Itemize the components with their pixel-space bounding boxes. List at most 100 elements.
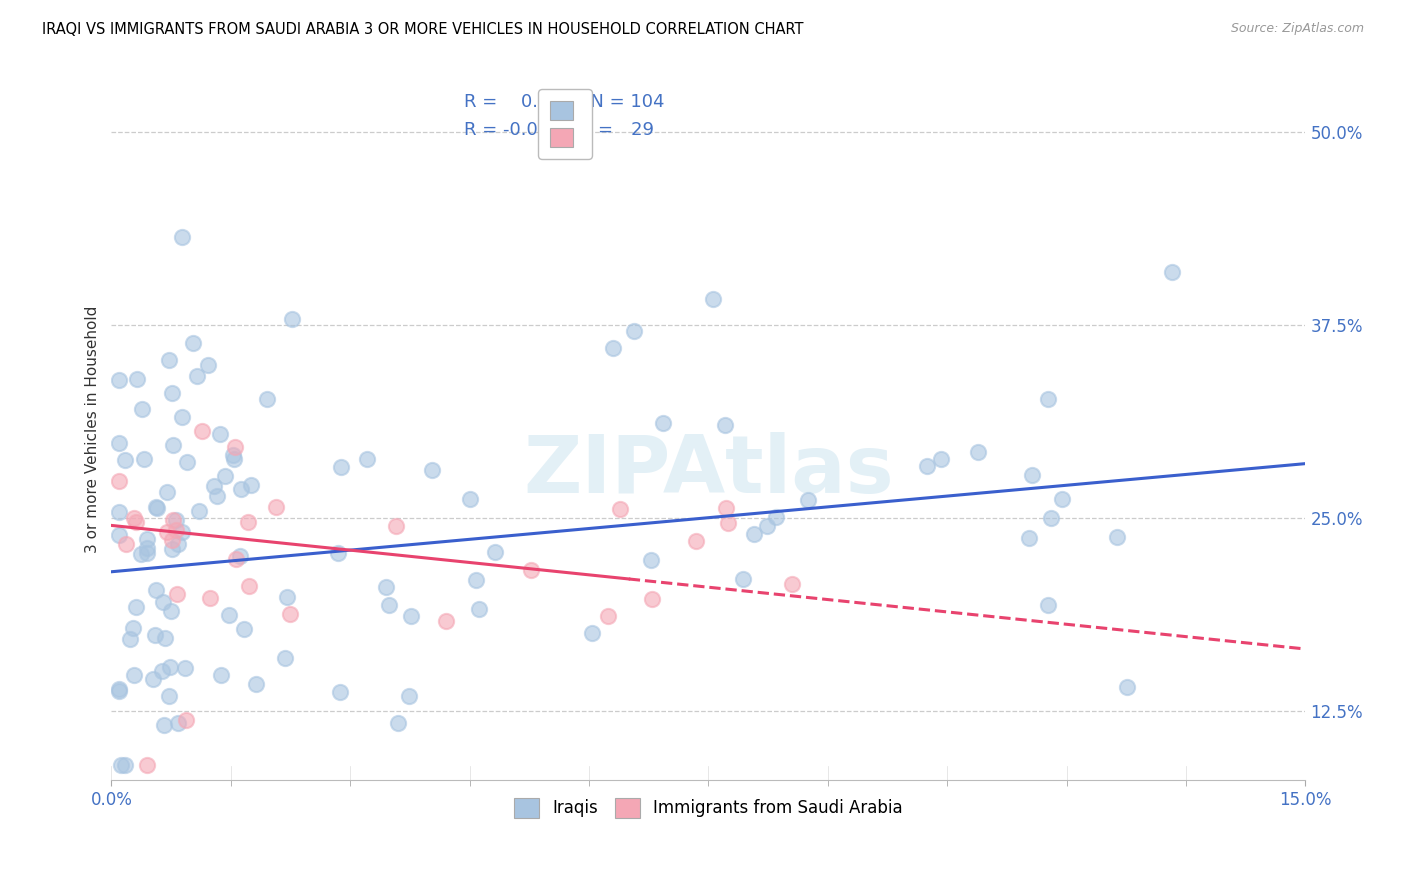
- Point: [434, 615, 457, 629]
- Legend: Iraqis, Immigrants from Saudi Arabia: Iraqis, Immigrants from Saudi Arabia: [508, 791, 910, 825]
- Point: [225, 551, 247, 566]
- Point: [602, 341, 624, 355]
- Point: [165, 513, 187, 527]
- Point: [1036, 392, 1059, 406]
- Point: [387, 716, 409, 731]
- Point: [108, 474, 131, 488]
- Point: [125, 515, 148, 529]
- Point: [135, 532, 157, 546]
- Point: [222, 448, 245, 462]
- Point: [484, 545, 506, 559]
- Point: [162, 438, 184, 452]
- Point: [122, 622, 145, 636]
- Point: [190, 424, 212, 438]
- Point: [153, 631, 176, 645]
- Text: IRAQI VS IMMIGRANTS FROM SAUDI ARABIA 3 OR MORE VEHICLES IN HOUSEHOLD CORRELATIO: IRAQI VS IMMIGRANTS FROM SAUDI ARABIA 3 …: [42, 22, 804, 37]
- Point: [326, 546, 349, 560]
- Point: [276, 590, 298, 604]
- Point: [209, 667, 232, 681]
- Point: [1116, 681, 1139, 695]
- Point: [160, 386, 183, 401]
- Point: [152, 595, 174, 609]
- Point: [145, 583, 167, 598]
- Point: [229, 549, 252, 563]
- Point: [108, 435, 131, 450]
- Point: [238, 579, 260, 593]
- Text: Source: ZipAtlas.com: Source: ZipAtlas.com: [1230, 22, 1364, 36]
- Point: [640, 553, 662, 567]
- Point: [114, 757, 136, 772]
- Point: [166, 715, 188, 730]
- Text: R =  0.152 N = 104: R = 0.152 N = 104: [464, 93, 664, 111]
- Point: [108, 682, 131, 697]
- Point: [165, 523, 187, 537]
- Point: [780, 577, 803, 591]
- Point: [274, 650, 297, 665]
- Point: [142, 673, 165, 687]
- Point: [155, 485, 177, 500]
- Point: [174, 713, 197, 727]
- Point: [280, 312, 302, 326]
- Point: [181, 336, 204, 351]
- Point: [159, 659, 181, 673]
- Point: [468, 602, 491, 616]
- Point: [458, 491, 481, 506]
- Point: [374, 580, 396, 594]
- Point: [160, 533, 183, 547]
- Point: [143, 628, 166, 642]
- Point: [685, 533, 707, 548]
- Point: [623, 324, 645, 338]
- Point: [581, 626, 603, 640]
- Point: [731, 572, 754, 586]
- Point: [159, 604, 181, 618]
- Point: [796, 492, 818, 507]
- Point: [198, 591, 221, 606]
- Point: [218, 607, 240, 622]
- Point: [1105, 531, 1128, 545]
- Point: [713, 417, 735, 432]
- Point: [1161, 265, 1184, 279]
- Point: [915, 458, 938, 473]
- Point: [146, 500, 169, 515]
- Point: [136, 757, 159, 772]
- Point: [742, 526, 765, 541]
- Point: [714, 500, 737, 515]
- Point: [114, 453, 136, 467]
- Point: [176, 455, 198, 469]
- Point: [197, 358, 219, 372]
- Point: [465, 573, 488, 587]
- Point: [208, 427, 231, 442]
- Point: [264, 500, 287, 514]
- Point: [233, 622, 256, 636]
- Point: [399, 609, 422, 624]
- Point: [1036, 598, 1059, 612]
- Point: [108, 372, 131, 386]
- Point: [186, 369, 208, 384]
- Point: [377, 598, 399, 612]
- Point: [1021, 467, 1043, 482]
- Point: [172, 524, 194, 539]
- Point: [256, 392, 278, 406]
- Point: [240, 478, 263, 492]
- Point: [651, 416, 673, 430]
- Point: [717, 516, 740, 530]
- Point: [1040, 510, 1063, 524]
- Point: [129, 547, 152, 561]
- Point: [132, 451, 155, 466]
- Point: [120, 632, 142, 646]
- Point: [967, 444, 990, 458]
- Point: [1018, 532, 1040, 546]
- Point: [224, 440, 246, 454]
- Point: [122, 511, 145, 525]
- Point: [124, 668, 146, 682]
- Point: [929, 452, 952, 467]
- Point: [245, 677, 267, 691]
- Point: [108, 528, 131, 542]
- Y-axis label: 3 or more Vehicles in Household: 3 or more Vehicles in Household: [86, 305, 100, 552]
- Point: [329, 685, 352, 699]
- Point: [398, 689, 420, 703]
- Point: [166, 537, 188, 551]
- Point: [702, 292, 724, 306]
- Point: [135, 541, 157, 555]
- Point: [755, 519, 778, 533]
